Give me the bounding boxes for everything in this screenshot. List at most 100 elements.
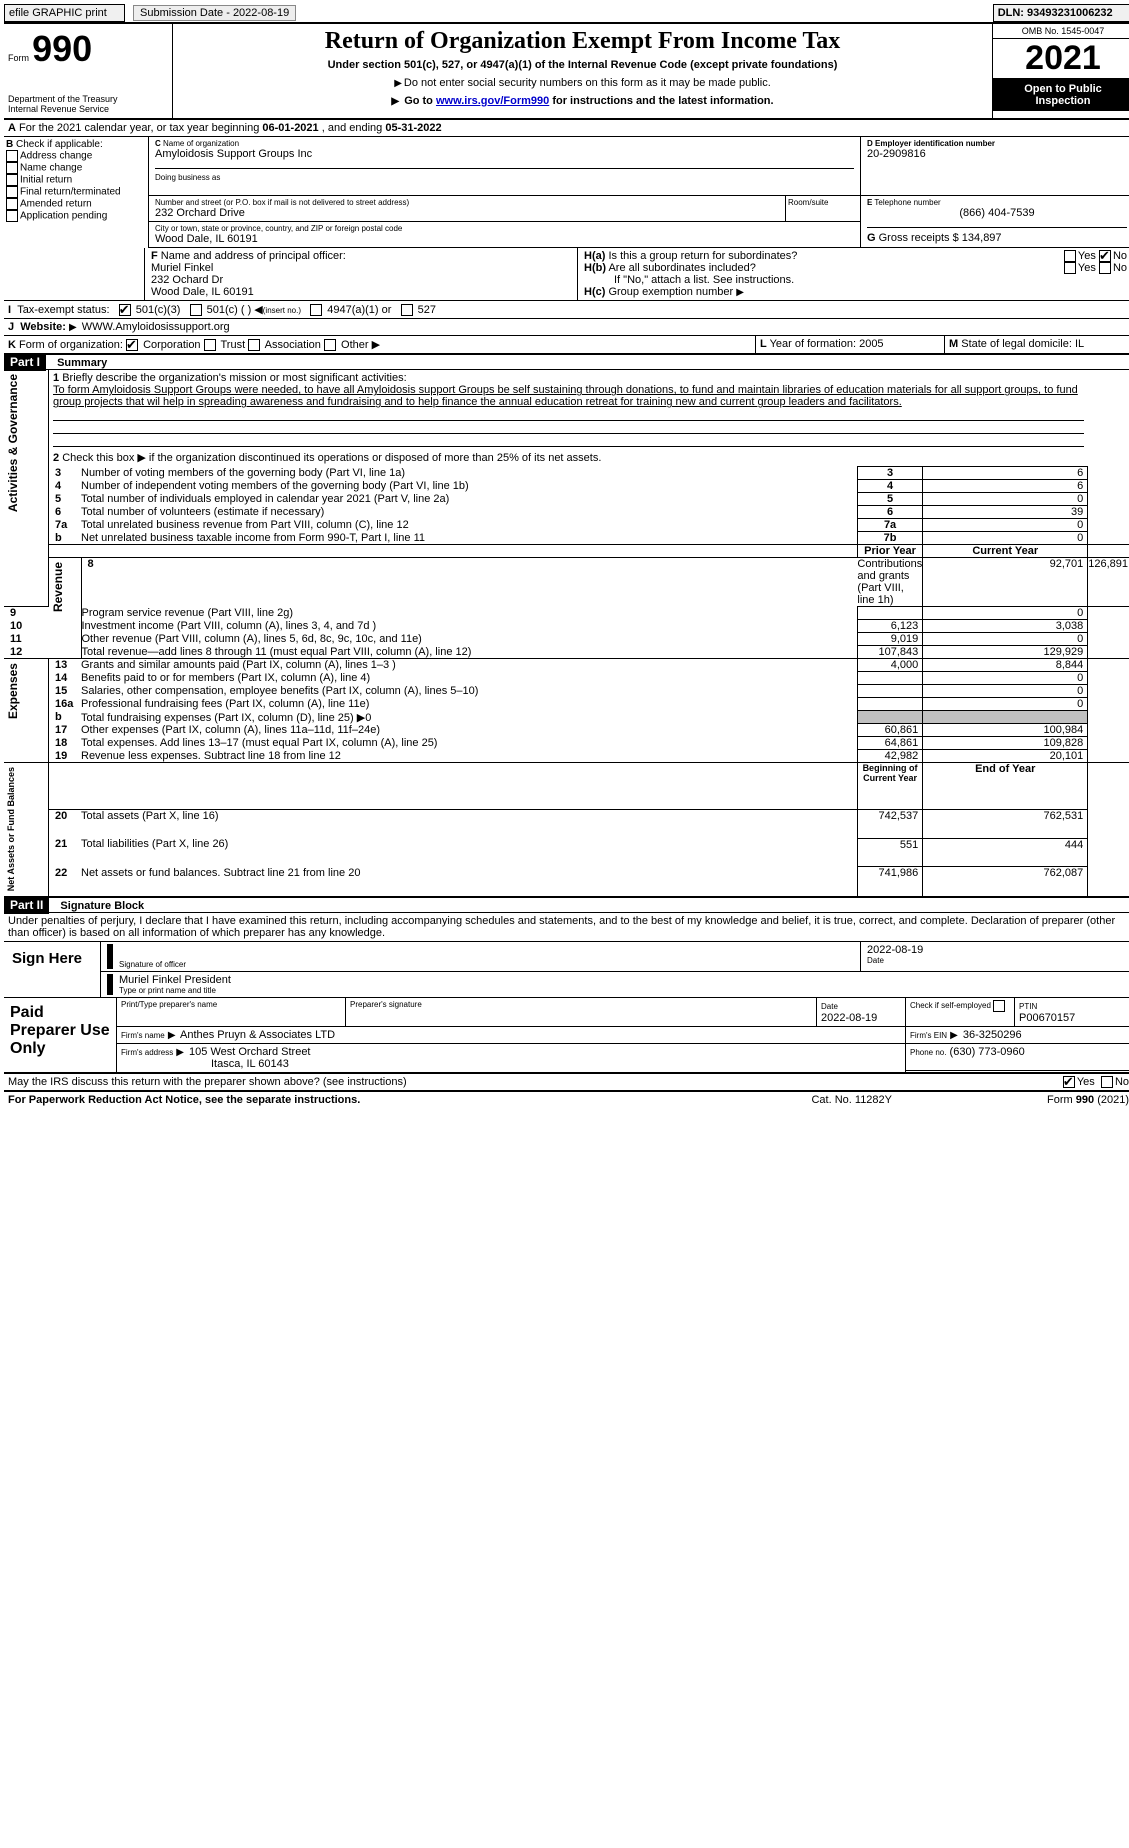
hb-label: Are all subordinates included? <box>608 262 755 274</box>
form-footer: Form 990 (2021) <box>944 1092 1129 1108</box>
q1-label: Briefly describe the organization's miss… <box>62 372 406 384</box>
form-number: 990 <box>32 28 92 69</box>
corp-checkbox[interactable] <box>126 339 138 351</box>
return-title: Return of Organization Exempt From Incom… <box>177 28 988 55</box>
prep-date: 2022-08-19 <box>821 1012 877 1024</box>
app-pending-checkbox[interactable] <box>6 210 18 222</box>
dept-treasury: Department of the Treasury <box>8 94 168 104</box>
type-name-label: Type or print name and title <box>119 986 1127 995</box>
firm-addr2: Itasca, IL 60143 <box>121 1058 289 1070</box>
assoc-checkbox[interactable] <box>248 339 260 351</box>
website-value: WWW.Amyloidosissupport.org <box>82 321 230 333</box>
cat-no: Cat. No. 11282Y <box>759 1092 944 1108</box>
ptin-value: P00670157 <box>1019 1012 1075 1024</box>
side-rev: Revenue <box>49 558 67 616</box>
open-to-public: Open to Public Inspection <box>993 79 1129 111</box>
entity-block: B Check if applicable: Address change Na… <box>4 137 1129 248</box>
check-applicable-label: Check if applicable: <box>16 139 103 150</box>
officer-label: Name and address of principal officer: <box>161 250 346 262</box>
street-value: 232 Orchard Drive <box>155 207 779 219</box>
sign-here-block: Sign Here Signature of officer 2022-08-1… <box>4 942 1129 998</box>
website-line: J Website: WWW.Amyloidosissupport.org <box>4 319 1129 336</box>
part1-header: Part I Summary <box>4 355 1129 369</box>
section-subtitle: Under section 501(c), 527, or 4947(a)(1)… <box>177 59 988 71</box>
sign-here-label: Sign Here <box>4 942 101 998</box>
omb-number: OMB No. 1545-0047 <box>993 24 1129 39</box>
4947-checkbox[interactable] <box>310 304 322 316</box>
footer: For Paperwork Reduction Act Notice, see … <box>4 1092 1129 1108</box>
ein-label: Employer identification number <box>875 139 995 148</box>
addr-change-checkbox[interactable] <box>6 150 18 162</box>
pra-notice: For Paperwork Reduction Act Notice, see … <box>8 1094 360 1106</box>
ha-yes-checkbox[interactable] <box>1064 250 1076 262</box>
tax-year: 2021 <box>993 39 1129 79</box>
hb-no-checkbox[interactable] <box>1099 262 1111 274</box>
sig-date-value: 2022-08-19 <box>867 944 1127 956</box>
submission-date-button[interactable]: Submission Date - 2022-08-19 <box>133 5 296 21</box>
501c3-checkbox[interactable] <box>119 304 131 316</box>
irs-link[interactable]: www.irs.gov/Form990 <box>436 95 549 107</box>
name-change-checkbox[interactable] <box>6 162 18 174</box>
phone-value: (866) 404-7539 <box>867 207 1127 219</box>
street-label: Number and street (or P.O. box if mail i… <box>155 198 779 207</box>
org-name-label: Name of organization <box>163 139 239 148</box>
side-gov: Activities & Governance <box>4 370 22 516</box>
officer-addr1: 232 Ochard Dr <box>151 274 223 286</box>
firm-phone: (630) 773-0960 <box>950 1046 1025 1058</box>
sig-date-label: Date <box>867 956 1127 965</box>
officer-name: Muriel Finkel <box>151 262 213 274</box>
side-exp: Expenses <box>4 659 22 723</box>
gross-receipts-label: Gross receipts $ <box>879 232 959 244</box>
firm-addr1: 105 West Orchard Street <box>189 1046 310 1058</box>
firm-ein: 36-3250296 <box>963 1029 1022 1041</box>
state-domicile: IL <box>1075 338 1084 350</box>
hc-label: Group exemption number <box>608 286 733 298</box>
ein-value: 20-2909816 <box>867 148 1127 160</box>
tax-exempt-status: I Tax-exempt status: 501(c)(3) 501(c) ( … <box>4 301 1129 319</box>
discuss-no-checkbox[interactable] <box>1101 1076 1113 1088</box>
discuss-yes-checkbox[interactable] <box>1063 1076 1075 1088</box>
officer-addr2: Wood Dale, IL 60191 <box>151 286 254 298</box>
mission-text: To form Amyloidosis Support Groups were … <box>53 384 1078 408</box>
perjury-declaration: Under penalties of perjury, I declare th… <box>4 912 1129 942</box>
phone-label: Telephone number <box>874 198 940 207</box>
org-name: Amyloidosis Support Groups Inc <box>155 148 854 160</box>
final-return-checkbox[interactable] <box>6 186 18 198</box>
city-value: Wood Dale, IL 60191 <box>155 233 854 245</box>
trust-checkbox[interactable] <box>204 339 216 351</box>
amended-return-checkbox[interactable] <box>6 198 18 210</box>
ssn-note: Do not enter social security numbers on … <box>177 77 988 89</box>
top-bar: efile GRAPHIC print Submission Date - 20… <box>4 4 1129 22</box>
self-employed-checkbox[interactable] <box>993 1000 1005 1012</box>
year-formation: 2005 <box>859 338 883 350</box>
gross-receipts-value: 134,897 <box>962 232 1002 244</box>
ha-no-checkbox[interactable] <box>1099 250 1111 262</box>
dln-label: DLN: 93493231006232 <box>993 5 1129 22</box>
irs-label: Internal Revenue Service <box>8 104 168 114</box>
prep-name-label: Print/Type preparer's name <box>117 998 346 1027</box>
paid-preparer-label: Paid Preparer Use Only <box>4 998 117 1073</box>
other-checkbox[interactable] <box>324 339 336 351</box>
goto-line: Go to www.irs.gov/Form990 for instructio… <box>177 95 988 107</box>
form-word: Form <box>8 53 29 63</box>
side-net: Net Assets or Fund Balances <box>4 763 18 895</box>
sig-officer-label: Signature of officer <box>119 960 854 969</box>
form-header: Form 990 Department of the Treasury Inte… <box>4 22 1129 120</box>
firm-name: Anthes Pruyn & Associates LTD <box>180 1029 335 1041</box>
city-label: City or town, state or province, country… <box>155 224 854 233</box>
hb-yes-checkbox[interactable] <box>1064 262 1076 274</box>
ha-label: Is this a group return for subordinates? <box>608 250 797 262</box>
part2-header: Part II Signature Block <box>4 898 1129 912</box>
dba-label: Doing business as <box>155 173 220 182</box>
officer-block: F Name and address of principal officer:… <box>4 248 1129 301</box>
efile-label: efile GRAPHIC print <box>5 5 125 22</box>
room-label: Room/suite <box>788 198 858 207</box>
527-checkbox[interactable] <box>401 304 413 316</box>
hb-note: If "No," attach a list. See instructions… <box>584 274 1127 286</box>
initial-return-checkbox[interactable] <box>6 174 18 186</box>
discuss-line: May the IRS discuss this return with the… <box>4 1074 1129 1092</box>
klm-line: K Form of organization: Corporation Trus… <box>4 336 1129 355</box>
paid-preparer-block: Paid Preparer Use Only Print/Type prepar… <box>4 998 1129 1074</box>
501c-checkbox[interactable] <box>190 304 202 316</box>
summary-table: Activities & Governance 1 Briefly descri… <box>4 369 1129 897</box>
